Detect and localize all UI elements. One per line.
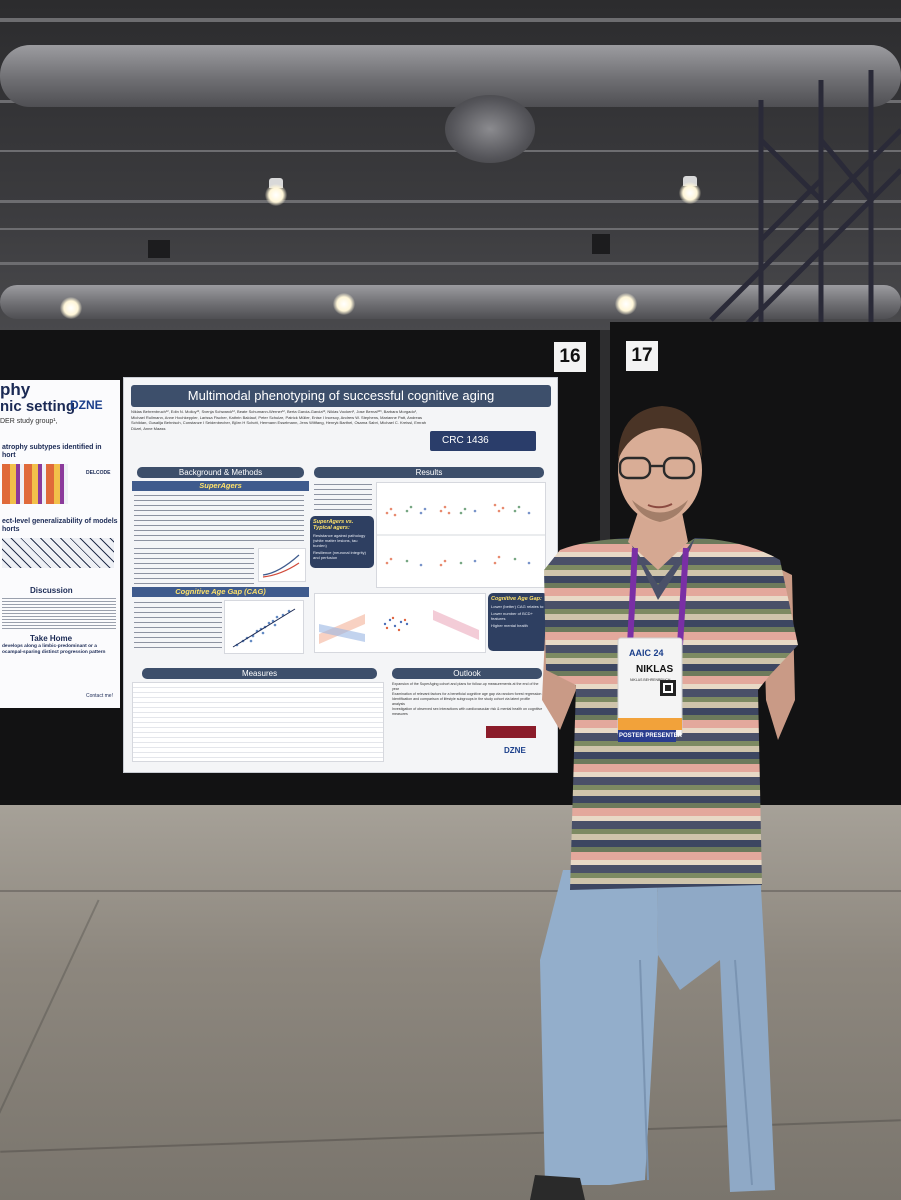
superagers-box-point: Resilience (neuronal integrity) and perf… bbox=[313, 550, 366, 560]
cag-box-point: Higher mental health bbox=[491, 623, 528, 628]
cag-findings-box: Cognitive Age Gap: Lower (better) CAG re… bbox=[488, 593, 548, 651]
cag-text bbox=[134, 600, 222, 648]
take-home-text: develops along a limbic-predominant or a… bbox=[2, 644, 106, 655]
badge-first-name: NIKLAS bbox=[636, 664, 674, 675]
badge-ribbon-label: POSTER PRESENTER bbox=[619, 733, 683, 739]
results-boxplot-panel bbox=[376, 482, 546, 588]
cag-box-point: Lower (better) CAG relates to: bbox=[491, 604, 545, 609]
superagers-box-point: Resistance against pathology (white matt… bbox=[313, 533, 366, 548]
outlook-item: Expansion of the SuperAging cohort and p… bbox=[392, 682, 539, 691]
discussion-text bbox=[2, 596, 116, 630]
beard bbox=[632, 500, 688, 522]
lanyard bbox=[677, 547, 689, 646]
glasses-icon bbox=[618, 456, 696, 480]
speaker bbox=[148, 240, 170, 258]
shirt-collar bbox=[628, 538, 695, 600]
board-number-17: 17 bbox=[626, 341, 658, 371]
badge-event: AAIC 24 bbox=[629, 648, 664, 658]
section-outlook: Outlook bbox=[392, 668, 542, 679]
ceiling-lamp bbox=[269, 178, 283, 188]
jeans bbox=[657, 870, 775, 1192]
dzne-logo: DZNE bbox=[70, 398, 103, 412]
poster-dzne-logo: DZNE bbox=[504, 746, 526, 755]
left-poster-discussion: Discussion bbox=[30, 586, 73, 595]
presenter-person bbox=[530, 406, 798, 1200]
badge-full-name: NIKLAS BEHRENBRUCH bbox=[630, 678, 671, 682]
brain-atrophy-figure bbox=[2, 464, 68, 504]
outlook-item: Examination of relevant factors for a be… bbox=[392, 692, 542, 696]
left-poster-title-2: nic setting bbox=[0, 398, 76, 415]
face bbox=[618, 418, 702, 522]
air-duct bbox=[0, 45, 901, 107]
ceiling-beam bbox=[0, 18, 901, 22]
delcode-logo: DELCODE bbox=[86, 470, 111, 476]
university-logo bbox=[486, 726, 536, 738]
air-duct bbox=[0, 285, 901, 319]
lanyard bbox=[627, 547, 638, 646]
main-poster: Multimodal phenotyping of successful cog… bbox=[123, 377, 558, 773]
superagers-box-title: SuperAgers vs. Typical agers: bbox=[313, 519, 354, 531]
left-poster: phy nic setting DER study group¹, DZNE a… bbox=[0, 380, 120, 708]
ceiling-beam bbox=[0, 228, 901, 230]
methods-text bbox=[134, 546, 254, 584]
badge-ribbon-blue bbox=[618, 730, 676, 742]
contact-label: Contact me! bbox=[86, 693, 113, 699]
methods-figure bbox=[258, 548, 306, 582]
jeans bbox=[540, 870, 658, 1185]
section-cognitive-age-gap: Cognitive Age Gap (CAG) bbox=[132, 587, 309, 597]
ceiling-beam bbox=[0, 150, 901, 152]
scatter-figure bbox=[2, 538, 114, 568]
outlook-item: Identification and comparison of lifesty… bbox=[392, 697, 531, 706]
left-poster-section-3: ect-level generalizability of models bbox=[2, 518, 118, 525]
vent-diffuser bbox=[445, 95, 535, 163]
warehouse-ceiling bbox=[0, 0, 901, 340]
shoe bbox=[530, 1175, 585, 1200]
cag-box-title: Cognitive Age Gap: bbox=[491, 596, 542, 602]
ceiling-lamp bbox=[333, 293, 355, 315]
ceiling-lamp bbox=[679, 182, 701, 204]
section-superagers: SuperAgers bbox=[132, 481, 309, 491]
ceiling-beam bbox=[0, 200, 901, 203]
crc-logo: CRC 1436 bbox=[430, 431, 536, 451]
board-number-16: 16 bbox=[554, 342, 586, 372]
outlook-item: Investigation of observed sex interactio… bbox=[392, 707, 543, 716]
ceiling-lamp bbox=[615, 293, 637, 315]
cag-box-point: Lower number of BCD+ features bbox=[491, 611, 533, 621]
results-regression-panel bbox=[314, 593, 486, 653]
left-poster-title: phy bbox=[0, 380, 31, 399]
neck bbox=[628, 512, 688, 570]
left-poster-section-4: horts bbox=[2, 526, 20, 533]
ceiling-beam bbox=[0, 262, 901, 265]
smile bbox=[647, 503, 673, 509]
superagers-findings-box: SuperAgers vs. Typical agers: Resistance… bbox=[310, 516, 374, 568]
hair bbox=[618, 406, 702, 460]
left-poster-subtitle: DER study group¹, bbox=[0, 418, 58, 425]
section-background-methods: Background & Methods bbox=[137, 467, 304, 478]
section-results: Results bbox=[314, 467, 544, 478]
ceiling-lamp bbox=[265, 184, 287, 206]
background-text bbox=[134, 493, 304, 543]
roof-truss bbox=[709, 70, 901, 330]
left-poster-section-2: hort bbox=[2, 452, 16, 459]
outlook-list: Expansion of the SuperAging cohort and p… bbox=[392, 682, 544, 724]
badge-ribbon-orange bbox=[618, 718, 682, 730]
cag-scatter-plot bbox=[224, 600, 304, 654]
ceiling-lamp bbox=[60, 297, 82, 319]
measures-table bbox=[132, 682, 384, 762]
left-poster-take-home: Take Home bbox=[30, 634, 73, 643]
section-measures: Measures bbox=[142, 668, 377, 679]
poster-title: Multimodal phenotyping of successful cog… bbox=[131, 385, 551, 407]
ceiling-lamp bbox=[683, 176, 697, 186]
results-text bbox=[314, 482, 372, 512]
poster-authors: Niklas Behrenbruch¹², Edin N. Molloy¹², … bbox=[131, 409, 427, 431]
left-poster-section: atrophy subtypes identified in bbox=[2, 444, 102, 451]
speaker bbox=[592, 234, 610, 254]
floor-seam bbox=[0, 890, 901, 892]
